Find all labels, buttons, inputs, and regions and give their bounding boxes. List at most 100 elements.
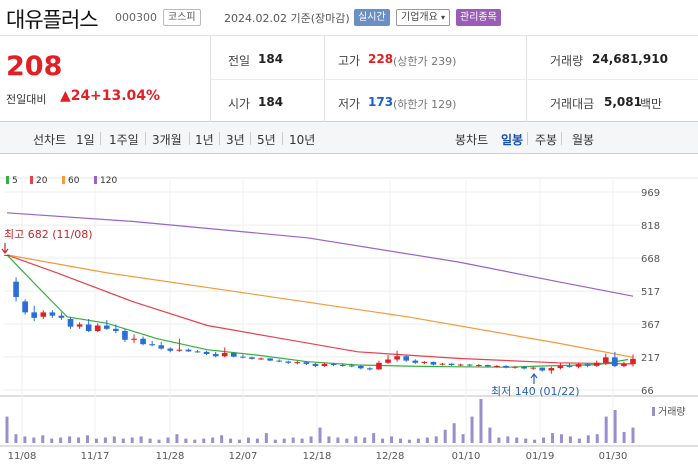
candle [240, 354, 246, 359]
candle-body [503, 365, 509, 368]
volume-bar [577, 438, 581, 443]
candle-body [348, 365, 355, 367]
legend-swatch [6, 176, 9, 184]
volume-legend-label: 거래량 [658, 406, 686, 418]
volume-bar [595, 434, 599, 443]
candle-body [521, 366, 527, 369]
candle-body [149, 344, 155, 346]
candle [4, 254, 10, 256]
tab-weekly[interactable]: 주봉 [535, 133, 558, 147]
candle-body [285, 361, 292, 363]
date-tick-label: 01/19 [526, 451, 555, 462]
volume-bar [425, 437, 429, 443]
volume-bar [139, 436, 143, 443]
candle-body [203, 351, 210, 355]
volume-bar [363, 437, 367, 443]
candle-body [385, 359, 391, 363]
volume-bar [604, 416, 608, 443]
candle-body [40, 312, 47, 317]
tab-1w[interactable]: 1주일 [109, 133, 139, 147]
volume-bar [470, 416, 474, 443]
tab-3m[interactable]: 3개월 [152, 133, 182, 147]
volume-bar [23, 436, 27, 443]
volume-bar [407, 439, 411, 443]
tab-3y[interactable]: 3년 [226, 133, 245, 147]
candle [31, 305, 38, 322]
candle [76, 322, 83, 329]
volume-bar [85, 435, 89, 443]
candle [321, 362, 328, 367]
candle-body [575, 364, 582, 367]
candle [612, 351, 618, 368]
high-annotation: 최고 682 (11/08) [4, 228, 93, 241]
volume-bar [434, 436, 438, 443]
volume-bar [246, 437, 250, 443]
ma-line-20 [6, 254, 634, 365]
candle [367, 367, 373, 371]
volume-bar [488, 427, 492, 443]
candle [167, 347, 174, 353]
candle [13, 277, 19, 302]
volume-bar [613, 410, 617, 443]
candle-body [430, 361, 437, 365]
tab-monthly[interactable]: 월봉 [572, 133, 595, 147]
divider [561, 132, 562, 145]
volume-bar [157, 439, 161, 443]
diff-amount: 24 [70, 88, 91, 104]
candle [348, 363, 355, 368]
trade-value: 5,081 [604, 95, 642, 109]
market-badge: 코스피 [163, 9, 201, 26]
chart-period-tabs: 선차트 1일 1주일 3개월 1년 3년 5년 10년 봉차트 일봉 주봉 월봉 [0, 122, 698, 154]
candle-body [358, 365, 364, 369]
candle [276, 359, 282, 363]
company-overview-button[interactable]: 기업개요 ▾ [396, 9, 451, 26]
as-of-date: 2024.02.02 기준(장마감) [224, 12, 350, 25]
volume-bar [461, 434, 465, 443]
volume-bar [416, 438, 420, 443]
candle-body [240, 356, 246, 358]
volume-bar [568, 436, 572, 443]
legend-label: 20 [36, 176, 48, 186]
candle [539, 367, 546, 372]
stock-code: 000300 [115, 11, 157, 24]
divider [100, 132, 101, 145]
managed-stock-badge[interactable]: 관리종목 [456, 9, 501, 26]
volume-bar [497, 437, 501, 443]
candle [385, 355, 391, 364]
candle [303, 361, 310, 366]
candle-body [602, 357, 609, 363]
price-axis: 969 818 668 517 367 217 66 [641, 188, 660, 397]
candle-body [194, 351, 201, 353]
volume-bar [479, 399, 483, 443]
volume-label: 거래량 [550, 54, 584, 68]
volume-bar [381, 438, 385, 443]
legend-ma120: 120 [94, 176, 117, 186]
tab-1d[interactable]: 1일 [76, 133, 95, 147]
stock-header: 대유플러스 000300 코스피 2024.02.02 기준(장마감) 실시간 … [0, 0, 698, 36]
candle [49, 310, 56, 318]
candle-body [403, 356, 410, 361]
price-grid [0, 177, 698, 447]
low-label: 저가 [338, 97, 361, 111]
lower-limit: (하한가 129) [393, 98, 457, 111]
tab-5y[interactable]: 5년 [257, 133, 276, 147]
price-tick-label: 668 [641, 254, 660, 265]
volume-bar [390, 436, 394, 443]
candle [339, 363, 346, 367]
tab-1y[interactable]: 1년 [195, 133, 214, 147]
candle [475, 364, 482, 367]
volume-bar [68, 436, 72, 443]
date-tick-label: 12/18 [303, 451, 332, 462]
candle [294, 361, 301, 365]
candle [621, 361, 627, 368]
volume-bar [515, 437, 519, 443]
candle [376, 360, 382, 370]
realtime-button[interactable]: 실시간 [354, 9, 390, 26]
tab-10y[interactable]: 10년 [289, 133, 316, 147]
date-tick-label: 01/10 [452, 451, 481, 462]
stock-name: 대유플러스 [6, 8, 99, 32]
price-tick-label: 217 [641, 353, 660, 364]
volume-bar [166, 437, 170, 443]
divider [219, 132, 220, 145]
tab-daily[interactable]: 일봉 [501, 133, 524, 147]
